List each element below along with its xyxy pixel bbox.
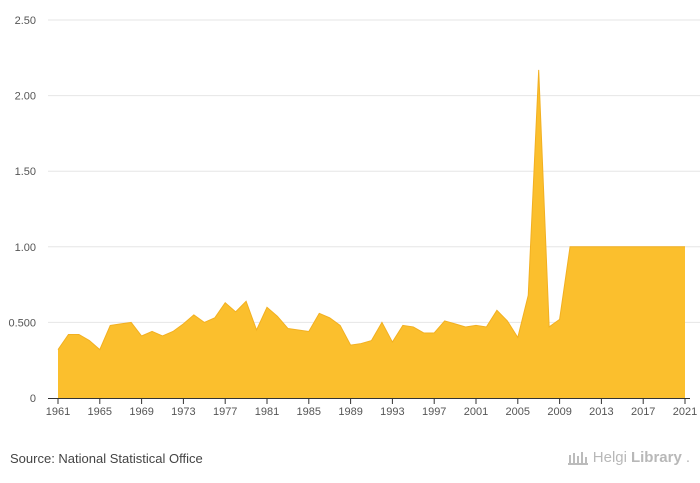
data-point — [507, 320, 508, 321]
data-point — [193, 314, 194, 315]
data-point — [559, 319, 560, 320]
data-point — [225, 302, 226, 303]
data-point — [287, 328, 288, 329]
data-point — [246, 301, 247, 302]
x-tick-label: 1965 — [88, 406, 112, 418]
data-point — [570, 246, 571, 247]
data-point — [183, 323, 184, 324]
data-point — [632, 246, 633, 247]
data-point — [361, 343, 362, 344]
data-point — [611, 246, 612, 247]
data-point — [590, 246, 591, 247]
data-point — [455, 323, 456, 324]
y-tick-label: 2.00 — [15, 91, 36, 103]
x-tick-label: 2021 — [673, 406, 697, 418]
brand-name-bold: Library — [630, 449, 682, 466]
data-point — [381, 322, 382, 323]
data-point — [89, 340, 90, 341]
library-icon — [567, 451, 588, 465]
data-point — [58, 349, 59, 350]
data-point — [162, 336, 163, 337]
data-point — [674, 246, 675, 247]
y-tick-label: 1.00 — [15, 242, 36, 254]
data-point — [78, 334, 79, 335]
data-point — [643, 246, 644, 247]
data-point — [528, 295, 529, 296]
brand-name-light: Helgi — [592, 449, 627, 466]
x-axis: 1961 1965 1969 1973 1977 1981 1985 1989 1993 1997… — [46, 398, 697, 418]
y-axis: 0 0.500 1.00 1.50 2.00 2.50 — [8, 15, 36, 405]
data-point — [434, 332, 435, 333]
data-point — [131, 322, 132, 323]
brand-dot: . — [685, 449, 690, 466]
series-group — [57, 69, 686, 399]
data-point — [653, 246, 654, 247]
data-point — [465, 326, 466, 327]
data-point — [517, 337, 518, 338]
data-point — [622, 246, 623, 247]
data-point — [486, 326, 487, 327]
brand-logo: Helgi Library. — [567, 449, 690, 466]
data-point — [277, 316, 278, 317]
data-point — [580, 246, 581, 247]
data-point — [371, 340, 372, 341]
data-point — [664, 246, 665, 247]
series-area — [58, 69, 685, 399]
data-point — [110, 325, 111, 326]
y-tick-label: 0.500 — [8, 317, 36, 329]
data-point — [601, 246, 602, 247]
data-point — [423, 332, 424, 333]
y-tick-label: 1.50 — [15, 166, 36, 178]
x-tick-label: 1977 — [213, 406, 237, 418]
x-tick-label: 2017 — [631, 406, 655, 418]
x-tick-label: 1961 — [46, 406, 70, 418]
data-point — [172, 331, 173, 332]
x-tick-label: 1969 — [129, 406, 153, 418]
data-point — [392, 342, 393, 343]
data-point — [538, 69, 539, 70]
x-tick-label: 1985 — [297, 406, 321, 418]
x-tick-label: 1989 — [338, 406, 362, 418]
data-point — [256, 329, 257, 330]
x-tick-label: 1981 — [255, 406, 279, 418]
y-tick-label: 0 — [30, 393, 36, 405]
data-point — [340, 325, 341, 326]
source-note: Source: National Statistical Office — [10, 451, 203, 466]
data-point — [549, 326, 550, 327]
data-point — [235, 311, 236, 312]
data-point — [496, 310, 497, 311]
data-point — [308, 331, 309, 332]
data-point — [141, 336, 142, 337]
data-point — [214, 317, 215, 318]
data-point — [329, 317, 330, 318]
data-point — [319, 313, 320, 314]
x-tick-label: 2013 — [589, 406, 613, 418]
data-point — [298, 329, 299, 330]
data-point — [476, 325, 477, 326]
data-point — [152, 331, 153, 332]
x-tick-label: 1993 — [380, 406, 404, 418]
data-point — [267, 307, 268, 308]
x-tick-label: 2005 — [506, 406, 530, 418]
data-point — [99, 349, 100, 350]
y-tick-label: 2.50 — [15, 15, 36, 27]
x-tick-label: 2001 — [464, 406, 488, 418]
data-point — [68, 334, 69, 335]
x-tick-label: 2009 — [547, 406, 571, 418]
data-point — [204, 322, 205, 323]
data-point — [444, 320, 445, 321]
data-point — [685, 246, 686, 247]
data-point — [402, 325, 403, 326]
data-point — [350, 345, 351, 346]
series-line — [57, 69, 685, 351]
x-tick-label: 1997 — [422, 406, 446, 418]
data-point — [120, 323, 121, 324]
data-point — [413, 326, 414, 327]
x-tick-label: 1973 — [171, 406, 195, 418]
